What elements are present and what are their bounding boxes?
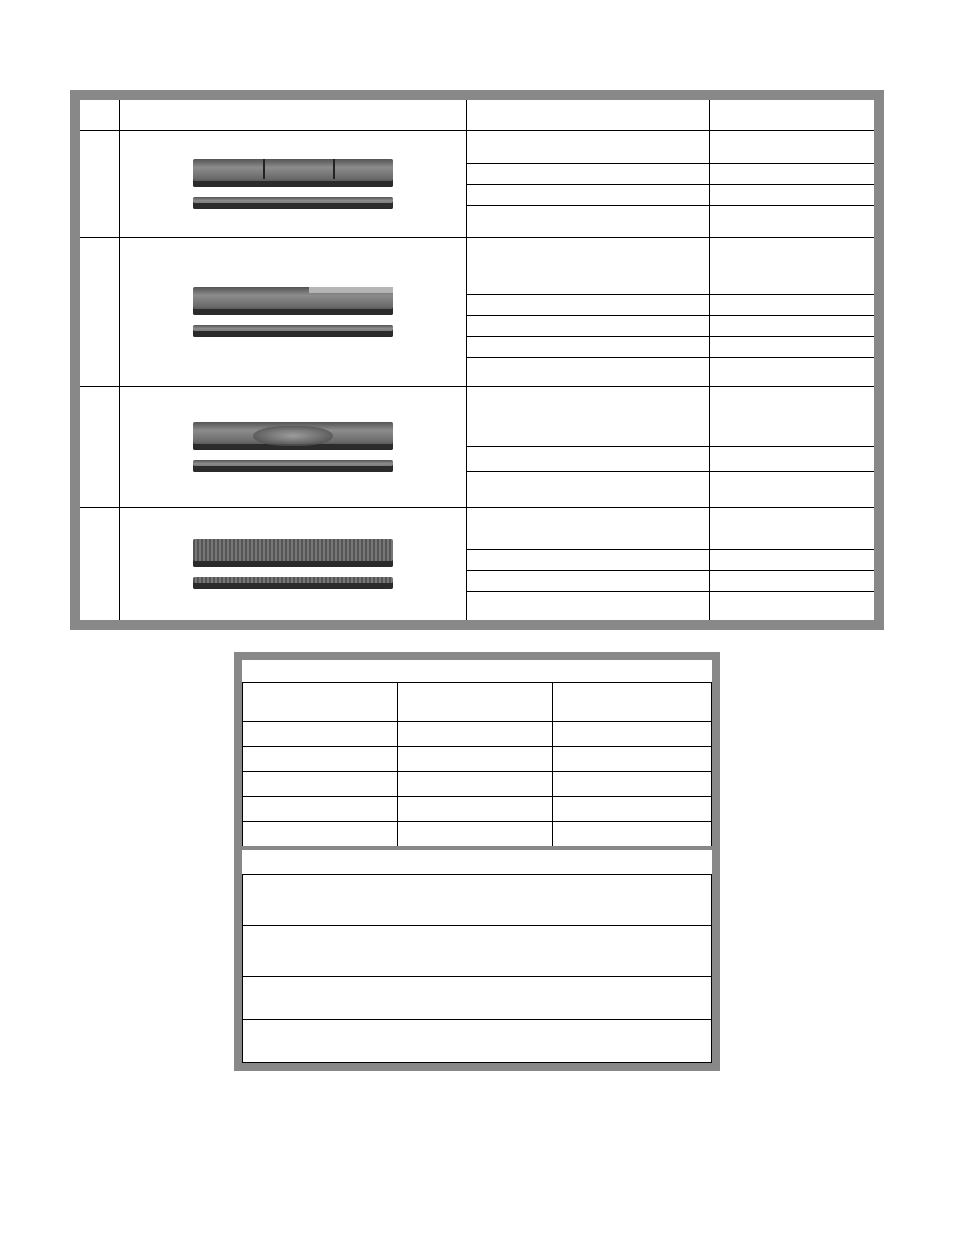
defect-row-4 [75,508,879,626]
row3-colA [466,387,709,508]
summary-table [242,660,712,1063]
row1-a-4 [467,205,709,226]
summary-title-row [243,660,712,683]
summary-b-row-4 [243,1020,712,1063]
summary-row-5 [243,822,712,849]
row4-a-3 [467,570,709,591]
row1-image [119,131,466,238]
row4-image [119,508,466,626]
slab-dip-icon [193,422,393,450]
row1-a-1 [467,143,709,163]
row2-b-5 [710,357,874,378]
row2-a-2 [467,294,709,315]
row4-a-4 [467,591,709,612]
row3-a-1 [467,398,709,446]
summary-row-2 [243,747,712,772]
row1-colA [466,131,709,238]
row2-image [119,238,466,387]
row3-b-3 [710,471,874,496]
row4-b-1 [710,517,874,549]
summary-hdr-1 [243,683,398,722]
row1-b-3 [710,184,874,205]
row4-num [75,508,119,626]
row2-colA [466,238,709,387]
summary-row-3 [243,772,712,797]
slab-strip-icon [193,460,393,472]
row2-a-3 [467,315,709,336]
summary-b-row-2 [243,926,712,977]
row1-b-2 [710,163,874,184]
summary-row-4 [243,797,712,822]
row3-image [119,387,466,508]
slab-cracked-icon [193,159,393,187]
slab-rough-icon [193,539,393,567]
row4-colB [709,508,879,626]
slab-strip-icon [193,577,393,589]
row3-colB [709,387,879,508]
header-cell-a [466,95,709,131]
row3-b-1 [710,398,874,446]
row2-a-5 [467,357,709,378]
summary-mid-title-cell [243,848,712,875]
row3-num [75,387,119,508]
row3-b-2 [710,446,874,471]
slab-strip-icon [193,325,393,337]
row1-b-1 [710,143,874,163]
row4-colA [466,508,709,626]
summary-hdr-2 [397,683,552,722]
summary-row-1 [243,722,712,747]
row2-a-1 [467,246,709,294]
row1-a-2 [467,163,709,184]
row1-b-4 [710,205,874,226]
row3-a-2 [467,446,709,471]
defect-table [70,90,884,630]
row1-a-3 [467,184,709,205]
header-cell-b [709,95,879,131]
summary-hdr-3 [552,683,711,722]
header-cell-num [75,95,119,131]
row1-colB [709,131,879,238]
row1-num [75,131,119,238]
summary-title-cell [243,660,712,683]
slab-strip-icon [193,197,393,209]
row4-a-2 [467,549,709,570]
row4-b-4 [710,591,874,612]
summary-b-row-3 [243,977,712,1020]
slab-stepped-icon [193,287,393,315]
header-cell-image [119,95,466,131]
defect-row-3 [75,387,879,508]
summary-header-row [243,683,712,722]
row4-b-3 [710,570,874,591]
row2-a-4 [467,336,709,357]
summary-b-row-1 [243,875,712,926]
row2-colB [709,238,879,387]
row2-b-2 [710,294,874,315]
row2-num [75,238,119,387]
summary-table-frame [234,652,720,1071]
row4-b-2 [710,549,874,570]
summary-mid-title [243,848,712,875]
row4-a-1 [467,517,709,549]
defect-table-header [75,95,879,131]
row2-b-1 [710,246,874,294]
defect-row-1 [75,131,879,238]
row2-b-4 [710,336,874,357]
row3-a-3 [467,471,709,496]
row2-b-3 [710,315,874,336]
defect-row-2 [75,238,879,387]
